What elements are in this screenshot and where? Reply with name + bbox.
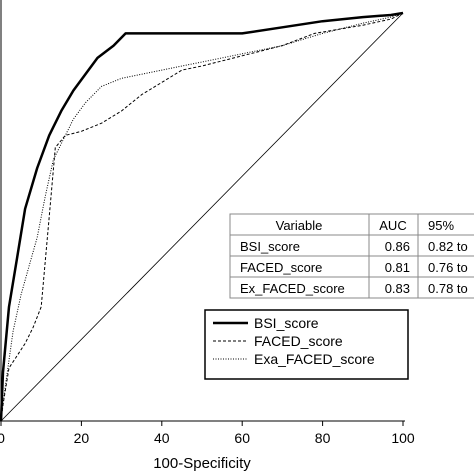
table-cell-auc: 0.83 <box>385 281 410 296</box>
x-tick-label: 20 <box>74 430 90 446</box>
legend-label-exa-faced: Exa_FACED_score <box>254 351 375 367</box>
auc-table: Variable AUC 95% BSI_score 0.86 0.82 to … <box>229 213 474 299</box>
table-cell-auc: 0.81 <box>385 260 410 275</box>
table-cell-variable: Ex_FACED_score <box>240 281 345 296</box>
x-tick-label: 100 <box>391 430 415 446</box>
x-tick-labels: 0 20 40 60 80 100 <box>0 430 415 446</box>
legend-label-bsi: BSI_score <box>254 315 319 331</box>
table-header-variable: Variable <box>276 218 323 233</box>
table-cell-variable: BSI_score <box>240 239 300 254</box>
x-ticks <box>0 421 404 426</box>
x-tick-label: 0 <box>0 430 5 446</box>
x-tick-label: 80 <box>315 430 331 446</box>
x-axis-title: 100-Specificity <box>153 455 251 472</box>
legend-label-faced: FACED_score <box>254 333 343 349</box>
table-cell-ci: 0.82 to <box>428 239 468 254</box>
table-cell-auc: 0.86 <box>385 239 410 254</box>
legend: BSI_score FACED_score Exa_FACED_score <box>204 309 409 380</box>
x-tick-label: 40 <box>154 430 170 446</box>
table-header-ci: 95% <box>428 218 454 233</box>
roc-curve-exa-faced-score <box>0 12 404 422</box>
table-cell-variable: FACED_score <box>240 260 322 275</box>
x-tick-label: 60 <box>234 430 250 446</box>
roc-curve-bsi-score <box>0 11 404 422</box>
legend-border <box>204 309 409 380</box>
table-header-auc: AUC <box>379 218 406 233</box>
table-cell-ci: 0.76 to <box>428 260 468 275</box>
table-cell-ci: 0.78 to <box>428 281 468 296</box>
roc-curves <box>0 11 404 422</box>
roc-curve-faced-score <box>0 12 404 422</box>
reference-diagonal-line <box>0 12 404 422</box>
